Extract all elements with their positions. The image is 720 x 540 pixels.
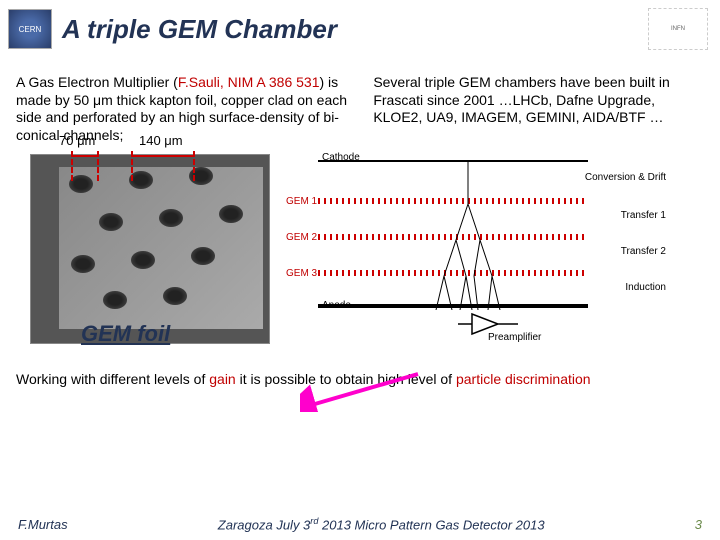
- sem-surface: [59, 167, 263, 329]
- body-columns: A Gas Electron Multiplier (F.Sauli, NIM …: [0, 54, 720, 144]
- footer-a: Working with different levels of: [16, 371, 209, 387]
- gem2-label: GEM 2: [286, 232, 317, 243]
- right-column-text: Several triple GEM chambers have been bu…: [373, 74, 706, 144]
- footer-hl-gain: gain: [209, 371, 235, 387]
- figure-row: 70 μm 140 μm GEM foil Cathode Conversion…: [0, 144, 720, 354]
- triple-gem-schematic: Cathode Conversion & Drift GEM 1 Transfe…: [288, 154, 668, 354]
- gem1-label: GEM 1: [286, 196, 317, 207]
- venue-text: Zaragoza July 3rd 2013 Micro Pattern Gas…: [68, 516, 695, 532]
- sem-image: 70 μm 140 μm GEM foil: [30, 154, 270, 344]
- avalanche-icon: [398, 160, 538, 310]
- footer-hl-discrimination: particle discrimination: [456, 371, 591, 387]
- dimension-70um: 70 μm: [59, 133, 95, 148]
- arrow-icon: [300, 372, 420, 412]
- region-conversion: Conversion & Drift: [585, 172, 666, 183]
- cathode-label: Cathode: [322, 152, 360, 163]
- region-induction: Induction: [625, 282, 666, 293]
- author-name: F.Murtas: [18, 517, 68, 532]
- region-transfer1: Transfer 1: [621, 210, 666, 221]
- slide-title: A triple GEM Chamber: [62, 14, 638, 45]
- gem3-label: GEM 3: [286, 268, 317, 279]
- page-number: 3: [695, 517, 702, 532]
- infn-logo: INFN: [648, 8, 708, 50]
- left-text-a: A Gas Electron Multiplier (: [16, 74, 178, 90]
- anode-label: Anode: [322, 300, 351, 311]
- cern-logo: CERN: [8, 9, 52, 49]
- preamp-label: Preamplifier: [488, 332, 541, 343]
- reference-text: F.Sauli, NIM A 386 531: [178, 74, 320, 90]
- bottom-bar: F.Murtas Zaragoza July 3rd 2013 Micro Pa…: [0, 516, 720, 532]
- gem-foil-caption: GEM foil: [81, 321, 170, 347]
- region-transfer2: Transfer 2: [621, 246, 666, 257]
- slide-header: CERN A triple GEM Chamber INFN: [0, 0, 720, 54]
- dimension-140um: 140 μm: [139, 133, 183, 148]
